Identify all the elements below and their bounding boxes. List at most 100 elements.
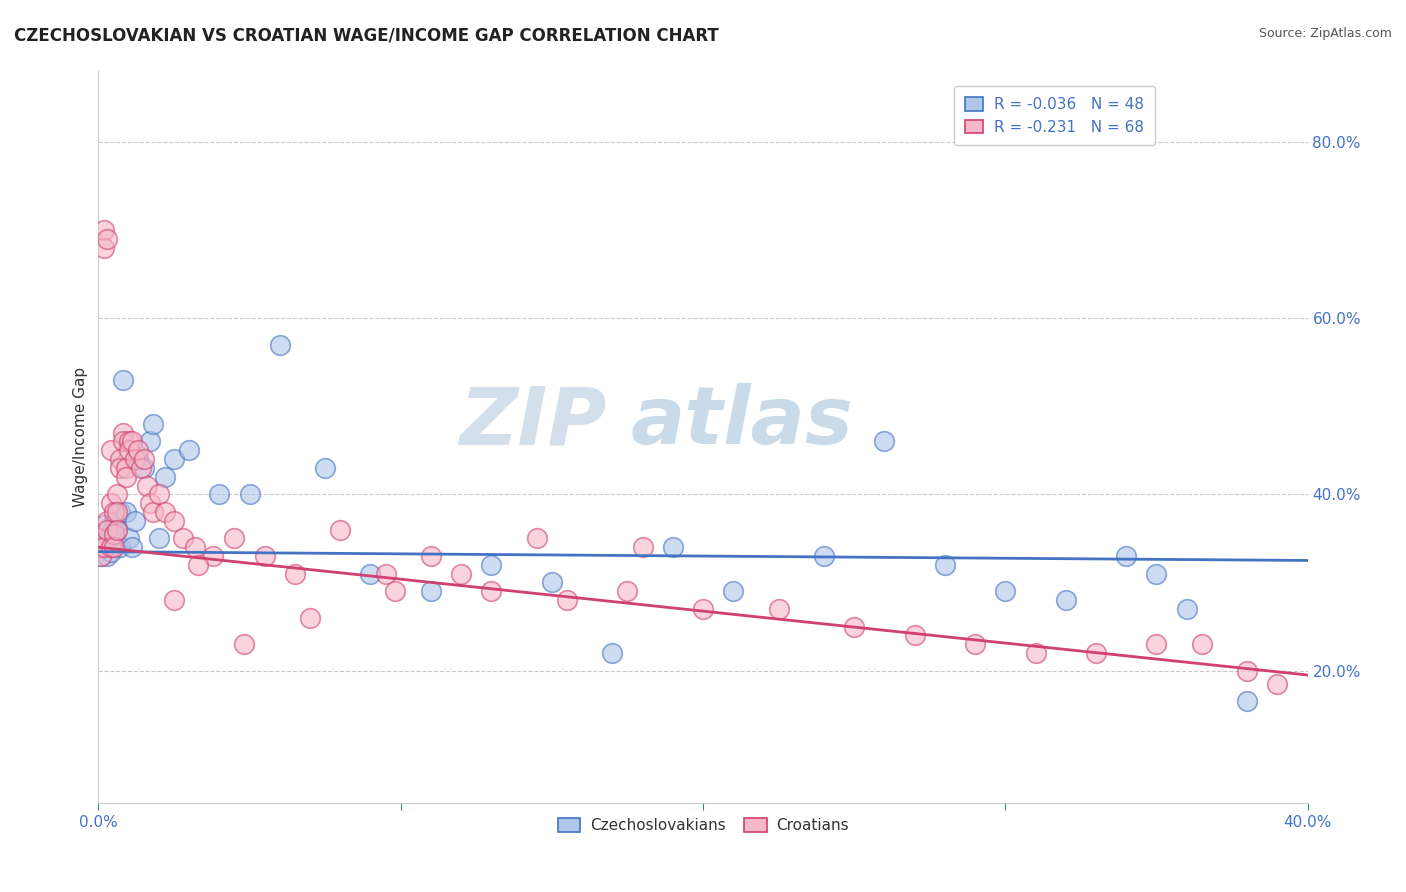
Point xyxy=(90,549,112,563)
Point xyxy=(329,523,352,537)
Point xyxy=(142,505,165,519)
Point xyxy=(129,461,152,475)
Point xyxy=(93,527,115,541)
Point xyxy=(420,584,443,599)
Point xyxy=(127,452,149,467)
Point xyxy=(163,514,186,528)
Point xyxy=(555,593,578,607)
Point xyxy=(602,646,624,660)
Point xyxy=(96,514,118,528)
Point xyxy=(93,241,115,255)
Point xyxy=(965,637,987,651)
Point xyxy=(526,532,548,546)
Point xyxy=(723,584,745,599)
Point xyxy=(93,540,115,554)
Point xyxy=(103,523,125,537)
Point xyxy=(844,619,866,633)
Point xyxy=(105,523,128,537)
Point xyxy=(934,558,956,572)
Point xyxy=(118,532,141,546)
Point xyxy=(904,628,927,642)
Point xyxy=(314,461,336,475)
Point xyxy=(253,549,276,563)
Point xyxy=(132,461,155,475)
Point xyxy=(108,505,131,519)
Point xyxy=(661,540,683,554)
Point xyxy=(1175,602,1198,616)
Point xyxy=(100,443,122,458)
Point xyxy=(121,434,143,449)
Point xyxy=(100,540,122,554)
Point xyxy=(269,337,291,351)
Point xyxy=(163,452,186,467)
Point xyxy=(90,536,112,550)
Point xyxy=(208,487,231,501)
Point xyxy=(239,487,262,501)
Point xyxy=(232,637,254,651)
Point xyxy=(172,532,194,546)
Point xyxy=(96,532,118,546)
Point xyxy=(1115,549,1137,563)
Point xyxy=(114,469,136,483)
Point xyxy=(118,434,141,449)
Point xyxy=(148,532,170,546)
Point xyxy=(813,549,835,563)
Point xyxy=(93,518,115,533)
Point xyxy=(179,443,201,458)
Point xyxy=(374,566,396,581)
Point xyxy=(873,434,896,449)
Point xyxy=(100,540,122,554)
Point xyxy=(124,514,146,528)
Point xyxy=(142,417,165,431)
Point xyxy=(114,505,136,519)
Point xyxy=(135,478,157,492)
Point xyxy=(1191,637,1213,651)
Point xyxy=(139,496,162,510)
Point xyxy=(163,593,186,607)
Point xyxy=(90,549,112,563)
Point xyxy=(631,540,654,554)
Point xyxy=(100,544,122,558)
Text: Source: ZipAtlas.com: Source: ZipAtlas.com xyxy=(1258,27,1392,40)
Point xyxy=(96,232,118,246)
Point xyxy=(153,505,176,519)
Point xyxy=(90,540,112,554)
Point xyxy=(187,558,209,572)
Point xyxy=(124,452,146,467)
Point xyxy=(105,487,128,501)
Point xyxy=(1236,664,1258,678)
Text: CZECHOSLOVAKIAN VS CROATIAN WAGE/INCOME GAP CORRELATION CHART: CZECHOSLOVAKIAN VS CROATIAN WAGE/INCOME … xyxy=(14,27,718,45)
Point xyxy=(202,549,225,563)
Point xyxy=(93,540,115,554)
Point xyxy=(96,549,118,563)
Point xyxy=(384,584,406,599)
Text: ZIP: ZIP xyxy=(458,384,606,461)
Point xyxy=(127,443,149,458)
Point xyxy=(111,373,134,387)
Point xyxy=(1144,566,1167,581)
Point xyxy=(540,575,562,590)
Point xyxy=(284,566,307,581)
Point xyxy=(108,461,131,475)
Point xyxy=(1267,677,1289,691)
Point xyxy=(114,461,136,475)
Point xyxy=(105,523,128,537)
Point xyxy=(96,523,118,537)
Point xyxy=(1024,646,1046,660)
Point xyxy=(132,452,155,467)
Point xyxy=(616,584,638,599)
Point xyxy=(299,611,322,625)
Point xyxy=(103,540,125,554)
Point xyxy=(103,527,125,541)
Point xyxy=(1236,694,1258,708)
Point xyxy=(105,536,128,550)
Point xyxy=(481,558,503,572)
Point xyxy=(148,487,170,501)
Point xyxy=(118,443,141,458)
Point xyxy=(1054,593,1077,607)
Point xyxy=(139,434,162,449)
Point xyxy=(994,584,1017,599)
Text: atlas: atlas xyxy=(630,384,853,461)
Point xyxy=(103,505,125,519)
Point xyxy=(108,540,131,554)
